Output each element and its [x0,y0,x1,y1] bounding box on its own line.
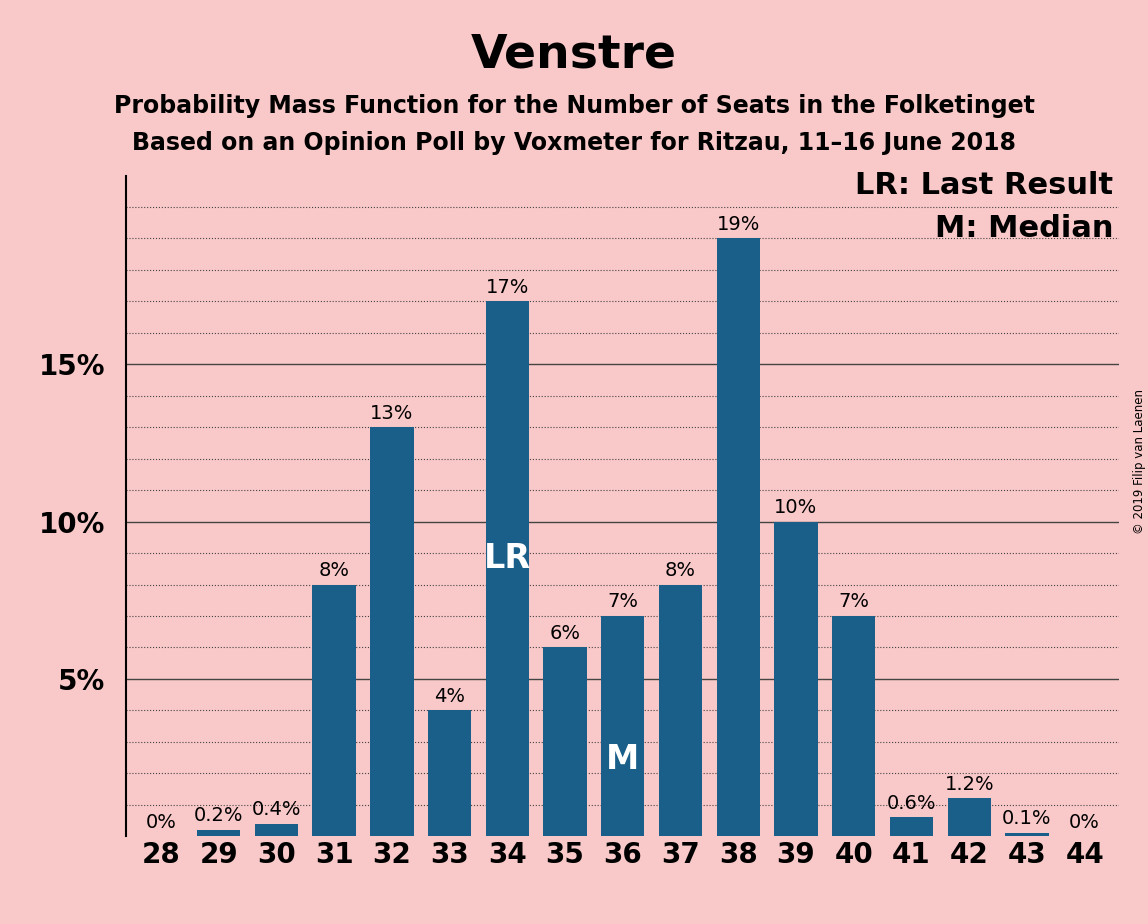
Bar [1006,833,1048,836]
Text: 0.4%: 0.4% [251,800,301,819]
Bar [543,648,587,836]
Bar [602,616,644,836]
Text: 0.1%: 0.1% [1002,809,1052,828]
Text: 7%: 7% [607,592,638,612]
Bar [312,585,356,836]
Bar [775,522,817,836]
Text: 0%: 0% [146,812,177,832]
Text: 0%: 0% [1069,812,1100,832]
Text: 19%: 19% [716,214,760,234]
Text: 10%: 10% [775,498,817,517]
Text: Based on an Opinion Poll by Voxmeter for Ritzau, 11–16 June 2018: Based on an Opinion Poll by Voxmeter for… [132,131,1016,155]
Text: Probability Mass Function for the Number of Seats in the Folketinget: Probability Mass Function for the Number… [114,94,1034,118]
Text: 0.2%: 0.2% [194,807,243,825]
Bar [716,238,760,836]
Text: 17%: 17% [486,278,529,297]
Bar [486,301,529,836]
Bar [428,711,471,836]
Text: 6%: 6% [550,624,581,643]
Text: 4%: 4% [434,687,465,706]
Bar [832,616,876,836]
Text: LR: Last Result: LR: Last Result [855,171,1114,200]
Bar [255,823,298,836]
Bar [197,830,240,836]
Text: 0.6%: 0.6% [886,794,937,812]
Text: 8%: 8% [665,561,696,580]
Bar [890,818,933,836]
Text: 7%: 7% [838,592,869,612]
Bar [659,585,703,836]
Bar [947,798,991,836]
Text: M: Median: M: Median [936,214,1114,243]
Text: © 2019 Filip van Laenen: © 2019 Filip van Laenen [1133,390,1146,534]
Text: 8%: 8% [319,561,350,580]
Text: Venstre: Venstre [471,32,677,78]
Text: LR: LR [483,541,530,575]
Text: 1.2%: 1.2% [945,774,994,794]
Bar [370,427,413,836]
Text: M: M [606,743,639,775]
Text: 13%: 13% [370,404,413,422]
